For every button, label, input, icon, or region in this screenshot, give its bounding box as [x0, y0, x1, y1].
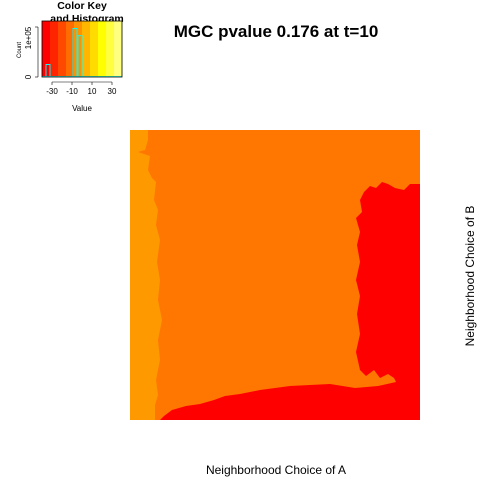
color-key-band — [90, 21, 99, 77]
color-key-frame — [41, 20, 123, 78]
color-key-band — [42, 21, 51, 77]
color-key-ylabel: Count — [17, 42, 23, 58]
color-key-band — [66, 21, 75, 77]
y-axis-label: Neighborhood Choice of B — [463, 206, 477, 347]
color-key-ytick-0: 0 — [24, 74, 33, 79]
histogram-bar — [45, 64, 51, 77]
color-key-band — [114, 21, 123, 77]
color-key-band — [50, 21, 59, 77]
chart-title: MGC pvalue 0.176 at t=10 — [174, 22, 379, 41]
color-key-title-line1: Color Key — [57, 0, 107, 12]
heatmap-region-right-and-bottom — [160, 182, 420, 420]
color-key-band — [106, 21, 115, 77]
heatmap-region-left-column — [130, 130, 162, 420]
color-key-band — [98, 21, 107, 77]
color-key-band — [58, 21, 67, 77]
color-key-histogram — [42, 28, 122, 77]
color-key-xtick-label: -30 — [46, 87, 58, 96]
x-axis-label: Neighborhood Choice of A — [206, 463, 346, 477]
color-key-ytick-1: 1e+05 — [24, 26, 33, 49]
color-key-x-axis: -30 -10 10 30 — [46, 81, 117, 96]
color-key: Color Key and Histogram 0 1e+05 Count -3… — [17, 0, 124, 113]
color-key-band — [82, 21, 91, 77]
histogram-bar — [72, 28, 78, 77]
heatmap — [130, 130, 420, 420]
color-key-xlabel: Value — [72, 104, 92, 113]
histogram-bar — [77, 35, 83, 77]
color-key-xtick-label: 10 — [88, 87, 97, 96]
color-key-xtick-label: 30 — [108, 87, 117, 96]
color-key-xtick-label: -10 — [66, 87, 78, 96]
